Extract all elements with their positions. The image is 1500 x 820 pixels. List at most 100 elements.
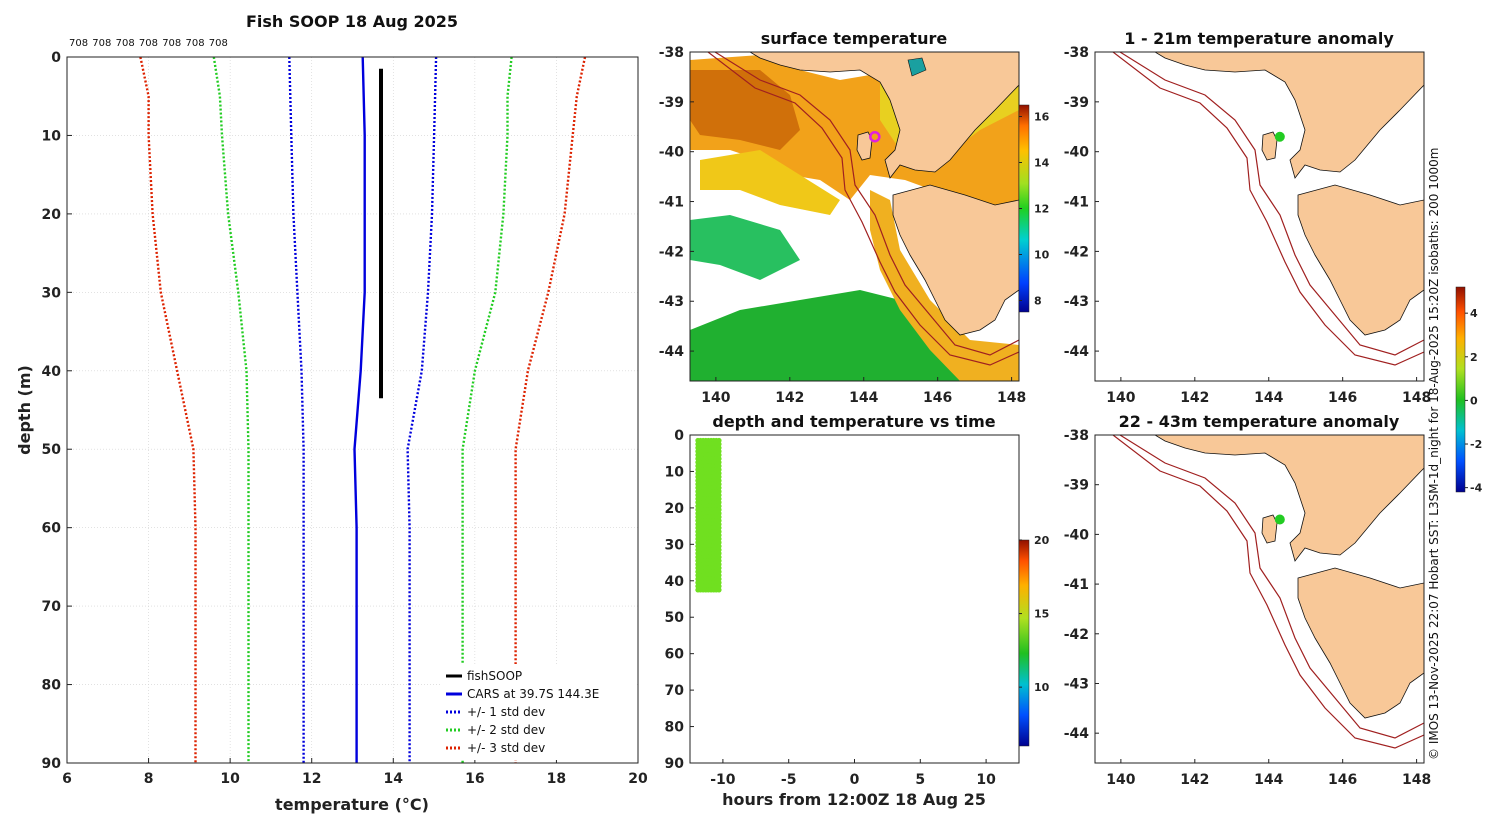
x-tick-label: 10 [976, 772, 996, 788]
time-depth-x-ticks: -10 -5 0 5 10 [710, 759, 996, 788]
legend-label-cars: CARS at 39.7S 144.3E [467, 687, 599, 701]
sst-green-west [690, 215, 800, 280]
x-tick-label: 148 [1402, 390, 1431, 406]
x-tick-label: 144 [1254, 772, 1283, 788]
x-tick-label: -10 [710, 772, 736, 788]
x-tick-label: -5 [781, 772, 797, 788]
profile-panel: Fish SOOP 18 Aug 2025 708 708 708 708 708 708… [15, 12, 648, 814]
sst-eac-tongue [870, 190, 1019, 381]
anomaly-shallow-map [1095, 52, 1424, 381]
sst-hot-region [690, 70, 800, 150]
time-depth-point [716, 561, 722, 568]
anomaly-deep-y-ticks: -38 -39 -40 -41 -42 -43 -44 [1064, 428, 1099, 742]
time-depth-point [716, 492, 722, 498]
time-depth-point [716, 503, 722, 509]
profile-series-2 [288, 56, 305, 763]
y-tick-label: 70 [42, 599, 62, 615]
y-tick-label: -40 [1064, 145, 1090, 161]
anomaly-deep-frame [1094, 434, 1425, 764]
profile-series-5 [461, 56, 513, 763]
y-tick-label: -41 [1064, 577, 1089, 593]
profile-top-label: 708 [139, 38, 158, 49]
time-depth-point [716, 467, 722, 473]
time-depth-point [716, 452, 722, 458]
y-tick-label: -42 [1064, 244, 1089, 260]
y-tick-label: 60 [665, 647, 685, 663]
y-tick-label: 40 [42, 364, 62, 380]
y-tick-label: -44 [1064, 344, 1090, 360]
y-tick-label: 10 [665, 464, 685, 480]
time-depth-point [716, 587, 722, 593]
time-depth-point [716, 536, 722, 542]
colorbar-tick-label: 15 [1034, 608, 1049, 621]
time-depth-points [695, 437, 722, 593]
time-depth-point [716, 470, 722, 476]
x-tick-label: 148 [1402, 772, 1431, 788]
profile-x-label: temperature (°C) [275, 795, 429, 814]
y-tick-label: 80 [665, 720, 685, 736]
profile-top-label: 708 [209, 38, 228, 49]
mainland-australia [1154, 435, 1424, 562]
y-tick-label: 90 [665, 756, 685, 772]
colorbar-tick-label: 10 [1034, 681, 1050, 694]
colorbar-tick-label: 10 [1034, 249, 1050, 262]
time-depth-point [716, 558, 722, 564]
profile-top-label: 708 [116, 38, 135, 49]
anomaly-deep-panel: 22 - 43m temperature anomaly 140 142 144 14… [1064, 286, 1483, 788]
x-tick-label: 140 [1106, 390, 1135, 406]
time-depth-point [716, 554, 722, 560]
y-tick-label: -41 [1064, 195, 1089, 211]
time-depth-y-ticks: 0 10 20 30 40 50 60 70 80 90 [665, 428, 694, 772]
sst-map-area [690, 52, 1019, 381]
sst-map-y-ticks: -38 -39 -40 -41 -42 -43 -44 [659, 45, 694, 360]
y-tick-label: -39 [659, 95, 684, 111]
x-tick-label: 18 [547, 771, 566, 787]
sst-map-x-ticks: 140 142 144 146 148 [701, 377, 1026, 406]
isobath-1000 [1112, 435, 1424, 749]
y-tick-label: 10 [42, 128, 62, 144]
anomaly-deep-title: 22 - 43m temperature anomaly [1119, 412, 1400, 431]
x-tick-label: 146 [923, 390, 952, 406]
y-tick-label: 40 [665, 574, 685, 590]
y-tick-label: 30 [42, 285, 62, 301]
king-island [1261, 514, 1278, 544]
vessel-position-marker [869, 130, 881, 143]
y-tick-label: 0 [674, 428, 684, 444]
y-tick-label: -44 [659, 344, 685, 360]
y-tick-label: 0 [51, 50, 61, 66]
isobath-1000 [707, 52, 1019, 366]
y-tick-label: 30 [665, 537, 685, 553]
time-depth-point [716, 499, 722, 505]
y-tick-label: 50 [42, 442, 62, 458]
time-depth-point [716, 529, 722, 535]
colorbar-tick-label: -2 [1470, 438, 1482, 451]
y-tick-label: -42 [1064, 627, 1089, 643]
y-tick-label: -43 [1064, 294, 1089, 310]
x-tick-label: 146 [1328, 390, 1357, 406]
x-tick-label: 5 [915, 772, 925, 788]
x-tick-label: 146 [1328, 772, 1357, 788]
colorbar-tick-label: 14 [1034, 157, 1050, 170]
y-tick-label: -40 [659, 145, 685, 161]
time-depth-point [716, 572, 722, 578]
profile-series-7 [514, 56, 587, 763]
time-depth-point [716, 478, 722, 484]
anomaly-deep-map [1095, 435, 1424, 763]
colorbar-tick-label: 2 [1470, 351, 1478, 364]
time-depth-point [716, 481, 722, 487]
tasmania [1297, 567, 1424, 719]
time-depth-point [716, 543, 722, 549]
colorbar-tick-label: 4 [1470, 307, 1478, 320]
legend-label-1std: +/- 1 std dev [467, 705, 545, 719]
time-depth-point [716, 583, 722, 589]
sst-map-panel: surface temperature 140 142 144 146 148 -38-… [659, 29, 1050, 406]
isobath-200 [1119, 435, 1424, 739]
y-tick-label: 20 [42, 207, 62, 223]
profile-series-1 [353, 56, 366, 763]
profile-grid [66, 56, 639, 764]
x-tick-label: 12 [302, 771, 321, 787]
time-depth-point [716, 437, 722, 444]
time-depth-x-label: hours from 12:00Z 18 Aug 25 [722, 790, 986, 809]
isobath-200 [714, 52, 1019, 356]
